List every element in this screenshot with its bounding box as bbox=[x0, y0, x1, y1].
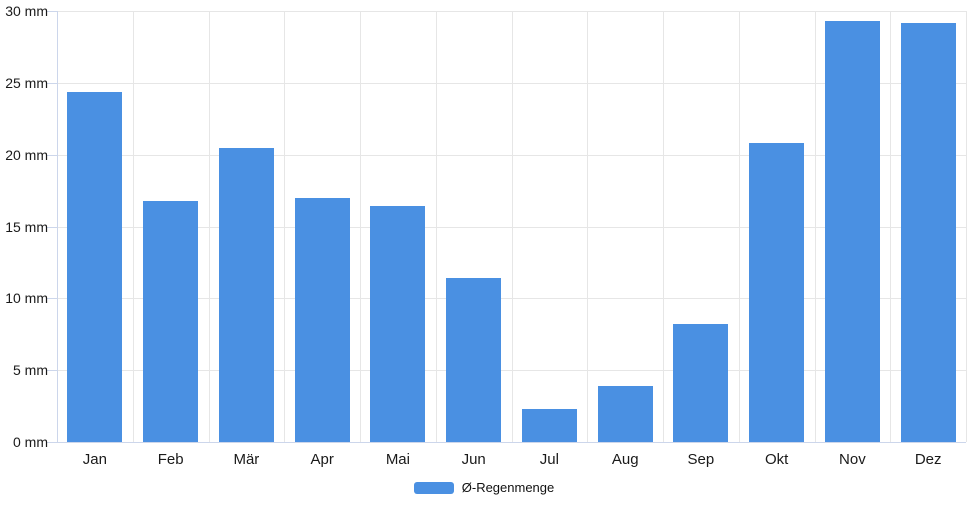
y-axis-label: 30 mm bbox=[5, 3, 48, 19]
gridline-vertical bbox=[587, 11, 588, 442]
y-axis-tick bbox=[47, 227, 57, 228]
gridline-vertical bbox=[512, 11, 513, 442]
gridline-horizontal bbox=[57, 370, 966, 371]
x-axis-line bbox=[57, 442, 966, 443]
y-axis-tick bbox=[47, 370, 57, 371]
y-axis-tick bbox=[47, 298, 57, 299]
x-axis-label: Apr bbox=[310, 451, 334, 468]
gridline-horizontal bbox=[57, 227, 966, 228]
bar-okt[interactable] bbox=[749, 143, 805, 442]
y-axis-tick bbox=[47, 442, 57, 443]
gridline-vertical bbox=[284, 11, 285, 442]
x-axis-label: Aug bbox=[611, 451, 639, 468]
legend-swatch bbox=[413, 482, 454, 494]
gridline-vertical bbox=[966, 11, 967, 442]
gridline-vertical bbox=[133, 11, 134, 442]
x-axis-label: Jul bbox=[539, 451, 559, 468]
y-axis-tick bbox=[47, 11, 57, 12]
gridline-vertical bbox=[436, 11, 437, 442]
gridline-horizontal bbox=[57, 83, 966, 84]
x-axis-label: Okt bbox=[765, 451, 789, 468]
bar-mai[interactable] bbox=[370, 206, 426, 442]
y-axis-label: 20 mm bbox=[5, 147, 48, 163]
legend-label: Ø-Regenmenge bbox=[461, 480, 555, 495]
gridline-vertical bbox=[890, 11, 891, 442]
y-axis-label: 25 mm bbox=[5, 75, 48, 91]
gridline-vertical bbox=[815, 11, 816, 442]
gridline-vertical bbox=[360, 11, 361, 442]
gridline-horizontal bbox=[57, 298, 966, 299]
gridline-vertical bbox=[739, 11, 740, 442]
bar-aug[interactable] bbox=[597, 386, 653, 442]
bar-jun[interactable] bbox=[446, 278, 502, 442]
x-axis-label: Nov bbox=[839, 451, 866, 468]
x-axis-label: Jan bbox=[82, 451, 107, 468]
x-axis-label: Jun bbox=[461, 451, 486, 468]
y-axis-label: 0 mm bbox=[13, 434, 48, 450]
bar-sep[interactable] bbox=[673, 324, 729, 442]
x-axis-label: Feb bbox=[157, 451, 184, 468]
bar-dez[interactable] bbox=[900, 22, 956, 442]
gridline-vertical bbox=[663, 11, 664, 442]
x-axis-label: Mär bbox=[233, 451, 260, 468]
y-axis-line bbox=[57, 11, 58, 442]
bar-feb[interactable] bbox=[143, 200, 199, 442]
gridline-horizontal bbox=[57, 155, 966, 156]
bar-apr[interactable] bbox=[294, 197, 350, 442]
gridline-horizontal bbox=[57, 11, 966, 12]
x-axis-label: Dez bbox=[914, 451, 942, 468]
y-axis-tick bbox=[47, 83, 57, 84]
gridline-vertical bbox=[209, 11, 210, 442]
y-axis-tick bbox=[47, 155, 57, 156]
y-axis-label: 5 mm bbox=[13, 362, 48, 378]
y-axis-label: 15 mm bbox=[5, 219, 48, 235]
x-axis-label: Sep bbox=[687, 451, 715, 468]
legend-item[interactable]: Ø-Regenmenge bbox=[0, 480, 968, 496]
bar-nov[interactable] bbox=[824, 21, 880, 442]
x-axis-label: Mai bbox=[385, 451, 410, 468]
bar-mär[interactable] bbox=[218, 147, 274, 442]
bar-jan[interactable] bbox=[67, 91, 123, 442]
y-axis-label: 10 mm bbox=[5, 290, 48, 306]
bar-jul[interactable] bbox=[521, 409, 577, 442]
